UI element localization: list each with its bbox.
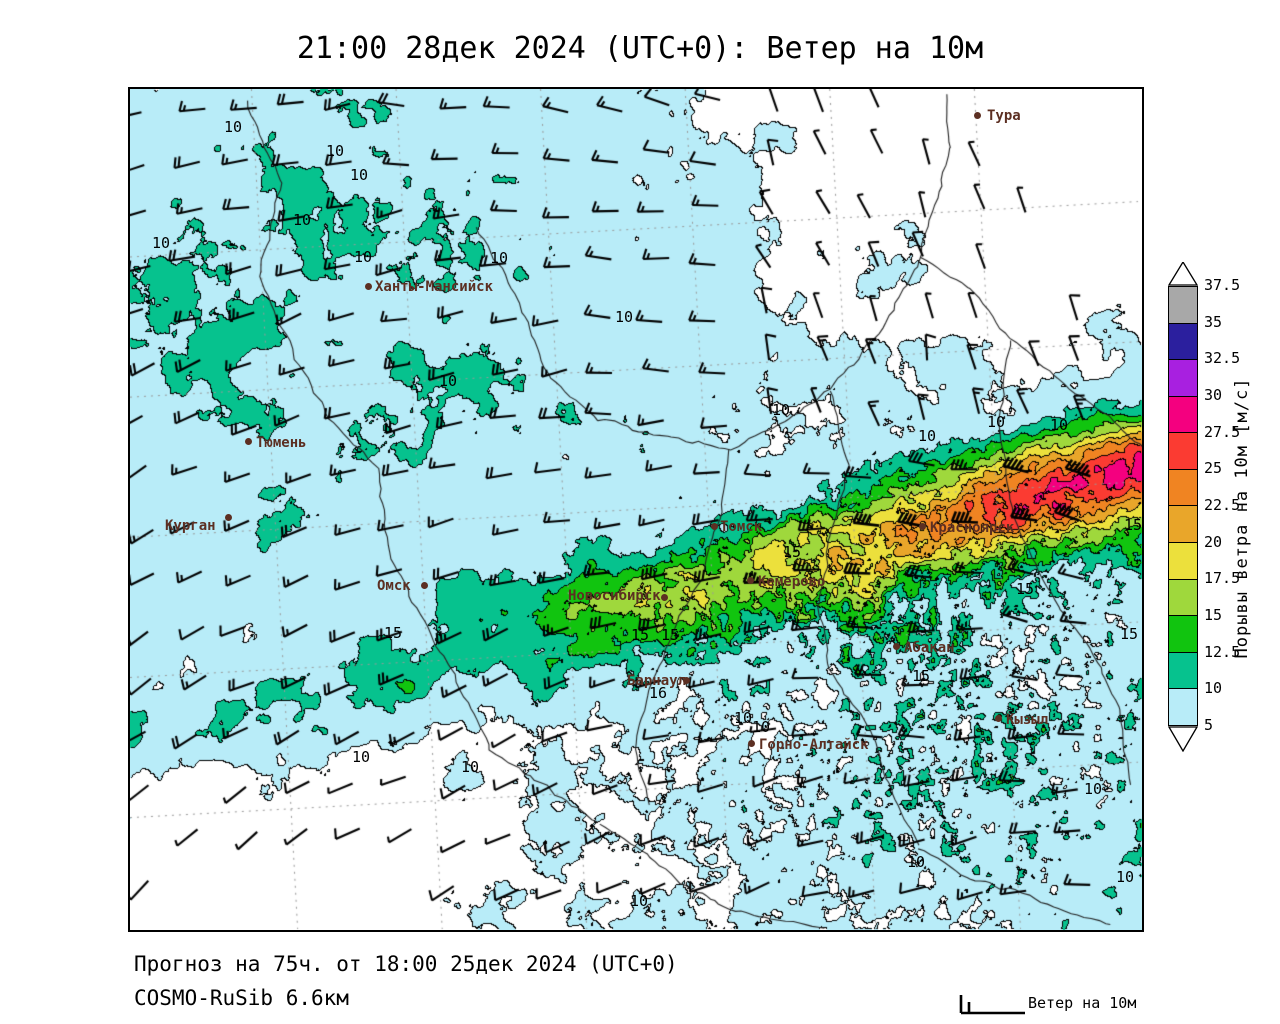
colorbar-band-17.5-20 bbox=[1169, 543, 1197, 580]
colorbar-tick-22.5: 22.5 bbox=[1204, 496, 1241, 514]
city-label-Кызыл: Кызыл bbox=[1006, 712, 1049, 728]
contour-label: 10 bbox=[752, 718, 771, 736]
contour-label: 10 bbox=[224, 118, 243, 136]
contour-label: 10 bbox=[1084, 780, 1103, 798]
contour-label: 10 bbox=[152, 234, 171, 252]
contour-label: 10 bbox=[326, 142, 345, 160]
contour-label: 10 bbox=[1116, 868, 1135, 886]
colorbar-tick-5: 5 bbox=[1204, 716, 1214, 734]
colorbar-tick-30: 30 bbox=[1204, 386, 1223, 404]
city-marker-Ханты-Мансийск bbox=[365, 283, 372, 290]
colorbar-band-20-22.5 bbox=[1169, 506, 1197, 544]
city-marker-Томск bbox=[711, 523, 718, 530]
city-marker-Новосибирск bbox=[661, 594, 668, 601]
map-render-canvas bbox=[130, 89, 1142, 930]
colorbar-band-22.5-25 bbox=[1169, 469, 1197, 507]
colorbar-tick-15: 15 bbox=[1204, 606, 1223, 624]
city-label-Барнаул: Барнаул bbox=[627, 673, 687, 689]
city-label-Горно-Алтайск: Горно-Алтайск bbox=[759, 737, 869, 753]
colorbar-under-arrow bbox=[1168, 726, 1198, 752]
contour-label: 15 bbox=[912, 667, 931, 685]
colorbar-band-27.5-30 bbox=[1169, 396, 1197, 434]
colorbar-tick-12.5: 12.5 bbox=[1204, 642, 1241, 661]
contour-label: 10 bbox=[772, 401, 791, 419]
colorbar-over-arrow bbox=[1168, 262, 1198, 286]
colorbar-band-25-27.5 bbox=[1169, 433, 1197, 470]
city-label-Томск: Томск bbox=[720, 519, 763, 535]
contour-label: 10 bbox=[1050, 416, 1069, 434]
colorbar-tick-25: 25 bbox=[1204, 459, 1223, 478]
contour-label: 10 bbox=[907, 853, 926, 871]
contour-label: 15 bbox=[1016, 580, 1035, 598]
wind-barb-legend-icon bbox=[959, 995, 1025, 1015]
city-marker-Красноярск bbox=[919, 523, 926, 530]
contour-label: 10 bbox=[630, 892, 649, 910]
colorbar-tick-20: 20 bbox=[1204, 532, 1223, 551]
city-label-Ханты-Мансийск: Ханты-Мансийск bbox=[375, 279, 494, 295]
colorbar-tick-27.5: 27.5 bbox=[1204, 422, 1241, 441]
colorbar-band-32.5-35 bbox=[1169, 323, 1197, 361]
colorbar-bands bbox=[1168, 286, 1198, 726]
contour-label: 10 bbox=[352, 748, 371, 766]
city-marker-Барнаул bbox=[683, 677, 690, 684]
city-label-Тура: Тура bbox=[987, 108, 1021, 124]
contour-label: 15 bbox=[1124, 516, 1143, 534]
contour-label: 10 bbox=[734, 709, 753, 727]
colorbar-band-35-37.5 bbox=[1169, 287, 1197, 324]
contour-label: 15 bbox=[783, 543, 802, 561]
contour-label: 15 bbox=[384, 624, 403, 642]
city-marker-Омск bbox=[421, 582, 428, 589]
city-marker-Горно-Алтайск bbox=[748, 740, 755, 747]
contour-label: 10 bbox=[293, 211, 312, 229]
colorbar-band-30-32.5 bbox=[1169, 360, 1197, 397]
colorbar-tick-37.5: 37.5 bbox=[1204, 276, 1241, 294]
weather-map[interactable]: Тура Ханты-Мансийск Тюмень Курган Омск Томск К… bbox=[128, 87, 1144, 932]
city-label-Абакан: Абакан bbox=[904, 640, 955, 656]
page-title: 21:00 28дек 2024 (UTC+0): Ветер на 10м bbox=[296, 31, 984, 66]
colorbar-axis-title: Порывы ветра на 10м [м/с] bbox=[1232, 262, 1264, 774]
colorbar-axis-title-text: Порывы ветра на 10м [м/с] bbox=[1232, 377, 1252, 659]
colorbar-tick-35: 35 bbox=[1204, 312, 1223, 331]
city-label-Тюмень: Тюмень bbox=[256, 435, 307, 451]
contour-label: 10 bbox=[350, 166, 369, 184]
city-marker-Курган bbox=[225, 514, 232, 521]
colorbar-tick-10: 10 bbox=[1204, 679, 1223, 698]
contour-label: 15 bbox=[1120, 625, 1139, 643]
colorbar-tick-32.5: 32.5 bbox=[1204, 349, 1241, 368]
city-label-Новосибирск: Новосибирск bbox=[568, 588, 661, 604]
city-marker-Кемерово bbox=[747, 577, 754, 584]
contour-label: 10 bbox=[615, 308, 634, 326]
contour-label: 15 bbox=[631, 626, 650, 644]
city-marker-Кызыл bbox=[995, 715, 1002, 722]
contour-label: 10 bbox=[987, 413, 1006, 431]
colorbar-tick-17.5: 17.5 bbox=[1204, 569, 1241, 588]
model-info: COSMO-RuSib 6.6км bbox=[134, 986, 349, 1010]
contour-label: 10 bbox=[439, 372, 458, 390]
colorbar-band-5-10 bbox=[1169, 689, 1197, 725]
city-marker-Тура bbox=[974, 112, 981, 119]
contour-label: 10 bbox=[490, 249, 509, 267]
city-marker-Абакан bbox=[893, 643, 900, 650]
city-label-Красноярск: Красноярск bbox=[930, 520, 1015, 536]
contour-label: 10 bbox=[461, 758, 480, 776]
colorbar-band-12.5-15 bbox=[1169, 616, 1197, 653]
contour-label: 15 bbox=[661, 626, 680, 644]
city-marker-Тюмень bbox=[245, 438, 252, 445]
city-label-Курган: Курган bbox=[165, 518, 216, 534]
city-label-Омск: Омск bbox=[377, 578, 411, 594]
wind-barb-legend-label: Ветер на 10м bbox=[1028, 994, 1137, 1012]
contour-label: 10 bbox=[354, 248, 373, 266]
contour-label: 16 bbox=[649, 684, 668, 702]
colorbar-band-10-12.5 bbox=[1169, 652, 1197, 690]
city-label-Кемерово: Кемерово bbox=[758, 574, 826, 590]
colorbar-band-15-17.5 bbox=[1169, 579, 1197, 617]
colorbar: 37.5 35 32.5 30 27.5 25 22.5 20 17.5 15 12.5 10 5 bbox=[1168, 262, 1280, 774]
contour-label: 10 bbox=[918, 427, 937, 445]
forecast-info: Прогноз на 75ч. от 18:00 25дек 2024 (UTC… bbox=[134, 952, 678, 976]
